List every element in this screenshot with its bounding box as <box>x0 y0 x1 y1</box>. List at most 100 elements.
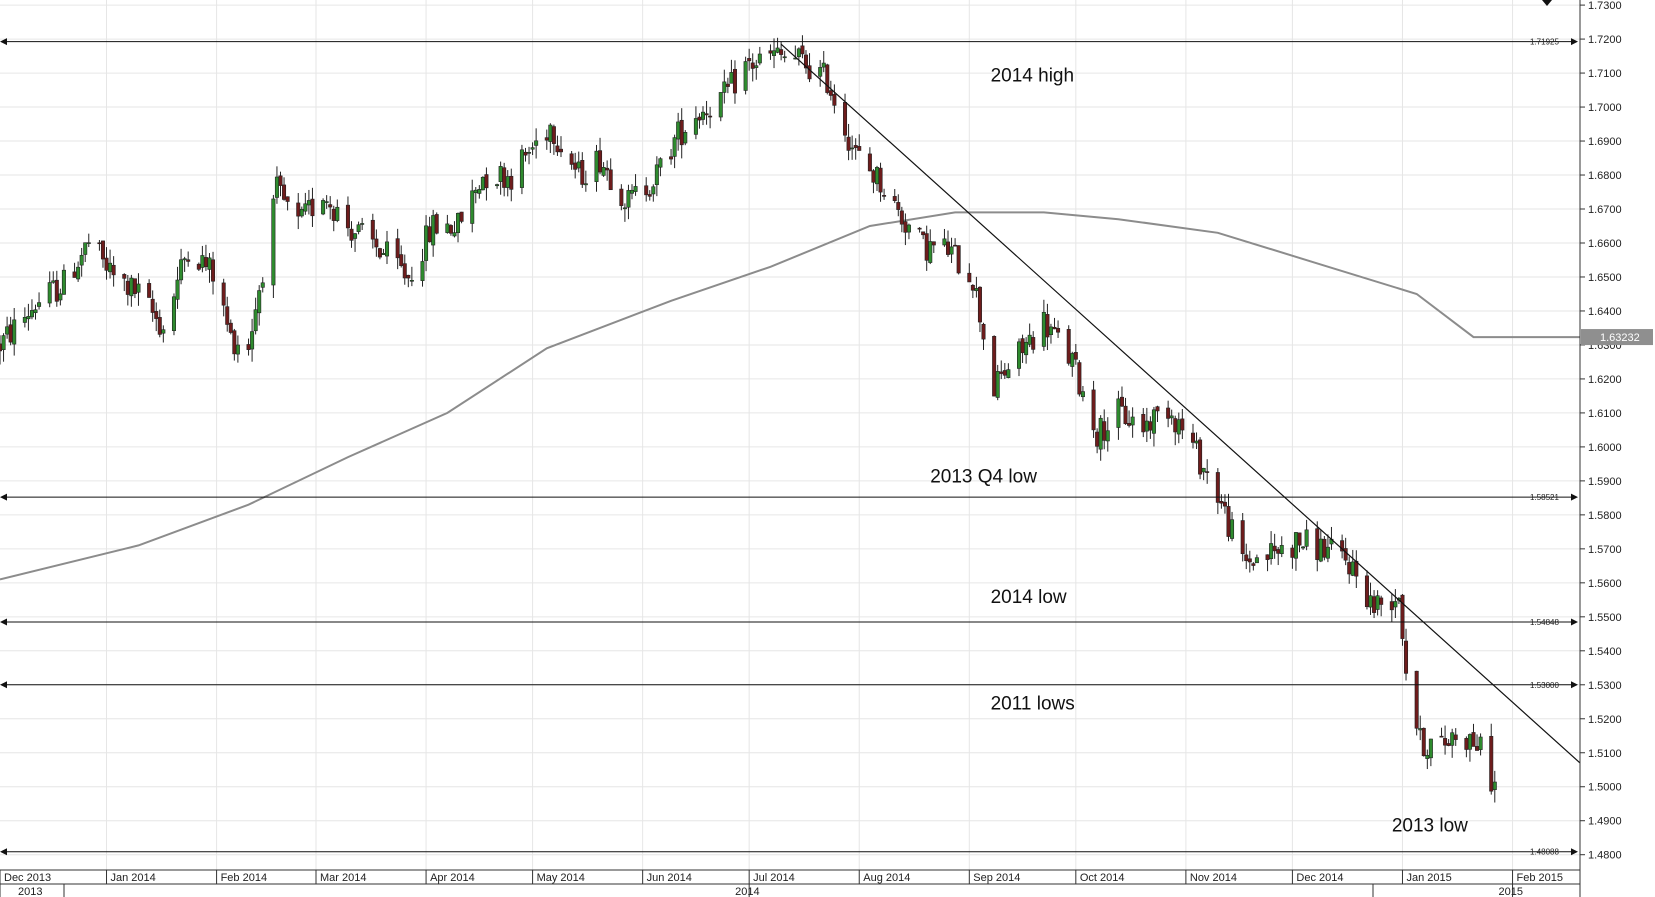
candle-down <box>569 153 574 165</box>
candle-up <box>1169 415 1174 419</box>
candle-up <box>527 152 532 154</box>
candle-down <box>768 50 773 54</box>
candle-up <box>37 302 42 307</box>
candle-up <box>207 257 212 270</box>
candle-up <box>161 329 166 334</box>
candle-up <box>782 56 787 59</box>
candle-down <box>406 274 411 279</box>
candle-down <box>278 175 283 186</box>
candle-up <box>1304 529 1309 547</box>
candle-down <box>1464 738 1469 750</box>
candle-up <box>477 189 482 194</box>
y-tick-label: 1.7200 <box>1588 34 1622 46</box>
candle-up <box>431 215 436 246</box>
candle-down <box>1205 471 1210 473</box>
candle-down <box>1020 338 1025 354</box>
candle-up <box>1194 440 1199 444</box>
candle-up <box>534 140 539 146</box>
candle-up <box>1375 595 1380 610</box>
candle-down <box>459 211 464 222</box>
candle-up <box>729 72 734 84</box>
candle-up <box>757 53 762 64</box>
candle-up <box>473 189 478 194</box>
candle-up <box>658 158 663 168</box>
candle-up <box>303 203 308 212</box>
candle-down <box>8 324 13 343</box>
candle-up <box>683 132 688 144</box>
candle-down <box>1190 432 1195 443</box>
candle-up <box>250 331 255 350</box>
candle-up <box>470 190 475 224</box>
candle-down <box>1439 735 1444 738</box>
candle-down <box>921 231 926 236</box>
candle-down <box>1077 362 1082 395</box>
level-arrow-right <box>1571 618 1578 626</box>
y-tick-label: 1.6900 <box>1588 136 1622 148</box>
candle-down <box>1091 389 1096 431</box>
candle-up <box>1151 409 1156 434</box>
candle-up <box>1027 334 1032 345</box>
candle-down <box>1290 547 1295 558</box>
level-arrow-left <box>0 38 7 46</box>
candle-down <box>111 264 116 276</box>
level-annotation: 2013 Q4 low <box>930 467 1037 488</box>
candle-down <box>1389 601 1394 611</box>
candle-up <box>136 283 141 293</box>
candle-up <box>1048 326 1053 336</box>
level-annotation: 2013 low <box>1392 816 1468 837</box>
level-value-label: 1.71925 <box>1530 38 1559 47</box>
candle-down <box>619 188 624 206</box>
candle-up <box>796 48 801 58</box>
candle-down <box>1421 727 1426 757</box>
candle-up <box>108 262 113 273</box>
candle-up <box>324 201 329 203</box>
candle-up <box>821 62 826 68</box>
candle-down <box>1002 370 1007 376</box>
candle-down <box>1247 558 1252 563</box>
candle-up <box>1325 546 1330 559</box>
candle-up <box>299 208 304 217</box>
candle-up <box>1450 732 1455 746</box>
x-tick-label: Jan 2015 <box>1406 872 1451 884</box>
candle-down <box>555 145 560 153</box>
candle-down <box>899 210 904 225</box>
candle-up <box>480 176 485 191</box>
level-annotation: 2014 high <box>991 66 1074 87</box>
candle-down <box>1400 594 1405 639</box>
x-tick-label: Mar 2014 <box>320 872 366 884</box>
grid-layer <box>0 0 1580 870</box>
candle-down <box>669 156 674 160</box>
candle-up <box>1024 341 1029 356</box>
ma-value-label: 1.63232 <box>1600 332 1640 344</box>
candle-down <box>349 228 354 241</box>
candle-up <box>1350 561 1355 576</box>
candle-up <box>995 371 1000 398</box>
level-arrow-left <box>0 681 7 689</box>
candle-up <box>626 190 631 208</box>
candle-up <box>179 259 184 281</box>
candle-up <box>672 137 677 157</box>
y-tick-label: 1.6100 <box>1588 408 1622 420</box>
y-tick-label: 1.6000 <box>1588 442 1622 454</box>
candle-down <box>1372 596 1377 613</box>
candle-down <box>282 184 287 200</box>
x-tick-label: Apr 2014 <box>430 872 475 884</box>
y-tick-label: 1.5800 <box>1588 510 1622 522</box>
candle-down <box>1119 396 1124 407</box>
candle-down <box>608 169 613 191</box>
y-tick-label: 1.7300 <box>1588 0 1622 12</box>
y-tick-label: 1.5400 <box>1588 646 1622 658</box>
candle-up <box>548 124 553 142</box>
candle-down <box>1240 520 1245 555</box>
candle-down <box>1315 528 1320 560</box>
year-label: 2013 <box>18 886 42 897</box>
y-tick-label: 1.5000 <box>1588 782 1622 794</box>
candle-up <box>1080 391 1085 398</box>
candle-down <box>1379 597 1384 605</box>
candle-down <box>1297 532 1302 546</box>
candle-down <box>1272 545 1277 552</box>
candle-down <box>708 115 713 118</box>
candle-down <box>747 58 752 62</box>
candle-up <box>12 319 17 345</box>
